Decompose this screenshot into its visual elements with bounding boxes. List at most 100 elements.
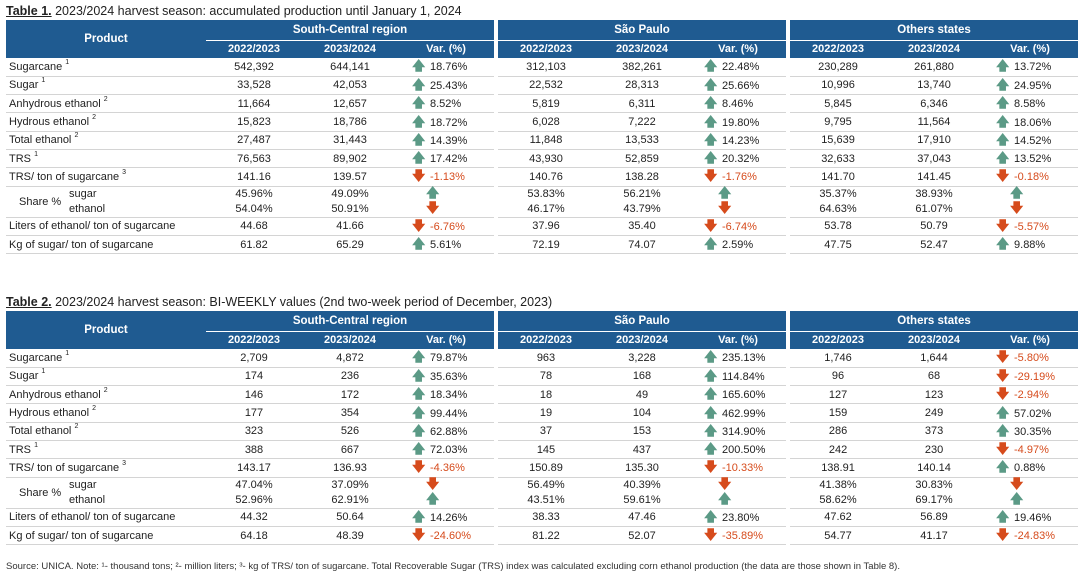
value-cell: 96 <box>790 367 887 387</box>
share-value: 56.49% <box>527 478 565 491</box>
share-items: sugar ethanol <box>69 187 105 217</box>
arrow-up-icon: 🡅 <box>704 76 718 92</box>
variation-cell: 🡇 -29.19% <box>982 367 1079 387</box>
row-label: Sugar 1 <box>6 76 206 96</box>
arrow-up-icon: 🡅 <box>704 236 718 252</box>
variation-cell: 🡅 13.72% <box>982 58 1079 77</box>
table-2-caption: Table 2. 2023/2024 harvest season: BI-WE… <box>6 294 1074 311</box>
value-cell: 135.30 <box>594 458 690 478</box>
footnote-marker: 3 <box>122 168 127 176</box>
value-cell: 52,859 <box>594 149 690 169</box>
subheader: Var. (%) <box>690 331 787 349</box>
variation-value: 14.52% <box>1014 134 1052 147</box>
table-row: Total ethanol 2 27,487 31,443 🡅 14.39% 11,848… <box>6 131 1079 150</box>
row-label-text: TRS <box>9 152 35 165</box>
product-column-header: Product <box>6 311 206 350</box>
column-gap <box>786 458 791 478</box>
variation-value: 14.23% <box>722 134 760 147</box>
table-row: Sugarcane 1 542,392 644,141 🡅 18.76% 312,103 3… <box>6 58 1079 77</box>
arrow-up-icon: 🡅 <box>704 150 718 166</box>
subheader: 2022/2023 <box>790 40 887 58</box>
value-cell: 49 <box>594 385 690 405</box>
variation-cell: 🡅 18.72% <box>398 112 494 132</box>
value-cell: 44.32 <box>206 508 302 527</box>
variation-value: -4.36% <box>430 462 465 475</box>
value-cell: 1,746 <box>790 349 887 368</box>
row-label-text: Anhydrous ethanol <box>9 388 104 401</box>
value-cell: 10,996 <box>790 76 887 96</box>
row-label: TRS/ ton of sugarcane 3 <box>6 458 206 478</box>
variation-value: 114.84% <box>722 370 765 383</box>
variation-cell: 🡅 25.43% <box>398 76 494 96</box>
value-cell: 136.93 <box>302 458 398 478</box>
variation-cell: 🡅 2.59% <box>690 235 787 255</box>
variation-value: 20.32% <box>722 153 760 166</box>
column-gap <box>494 403 498 423</box>
arrow-up-icon: 🡅 <box>426 490 440 506</box>
subheader: 2023/2024 <box>302 40 398 58</box>
value-cell: 437 <box>594 440 690 460</box>
arrow-up-icon: 🡅 <box>704 58 718 74</box>
variation-value: -6.74% <box>722 220 757 233</box>
table-row: Sugar 1 174 236 🡅 35.63% 78 168 🡅 114.84% 96 68 🡇 -2… <box>6 367 1079 387</box>
variation-value: -5.57% <box>1014 220 1049 233</box>
value-cell: 542,392 <box>206 58 302 77</box>
value-cell: 42,053 <box>302 76 398 96</box>
row-label: Liters of ethanol/ ton of sugarcane <box>6 508 206 527</box>
arrow-up-icon: 🡅 <box>704 422 718 438</box>
value-cell: 146 <box>206 385 302 405</box>
variation-cell: 🡅 14.23% <box>690 131 787 150</box>
row-label-text: Liters of ethanol/ ton of sugarcane <box>9 220 176 233</box>
variation-cell: 🡇 -0.18% <box>982 167 1079 187</box>
value-cell: 41.17 <box>886 526 983 546</box>
variation-cell: 🡅 99.44% <box>398 403 494 423</box>
variation-value: 8.46% <box>722 98 754 111</box>
table-row: Liters of ethanol/ ton of sugarcane 44.3… <box>6 508 1079 527</box>
variation-value: 18.76% <box>430 61 468 74</box>
row-label-text: Sugar <box>9 79 42 92</box>
variation-value: 99.44% <box>430 407 468 420</box>
table-row: Total ethanol 2 323 526 🡅 62.88% 37 153 🡅 314.90… <box>6 422 1079 441</box>
column-gap <box>494 186 498 218</box>
variation-value: 5.61% <box>430 239 462 252</box>
variation-cell: 🡅 5.61% <box>398 235 494 255</box>
column-gap <box>786 186 791 218</box>
variation-cell: 🡅 25.66% <box>690 76 787 96</box>
variation-cell: 🡅 17.42% <box>398 149 494 169</box>
row-label-text: TRS/ ton of sugarcane <box>9 170 123 183</box>
value-cell: 373 <box>886 422 983 441</box>
row-label-text: TRS/ ton of sugarcane <box>9 461 123 474</box>
arrow-down-icon: 🡇 <box>426 475 440 491</box>
share-label: Share % <box>19 486 62 499</box>
variation-value: -5.80% <box>1014 352 1049 365</box>
arrow-down-icon: 🡇 <box>996 217 1010 233</box>
variation-cell: 🡇 -4.36% <box>398 458 494 478</box>
variation-value: 57.02% <box>1014 407 1052 420</box>
column-gap <box>786 76 791 95</box>
table-2-label: Table 2. <box>6 295 52 309</box>
value-cell: 9,795 <box>790 112 887 132</box>
subheader: Var. (%) <box>982 40 1079 58</box>
variation-value: 25.66% <box>722 79 760 92</box>
variation-value: -10.33% <box>722 462 763 475</box>
share-value: 53.83% <box>527 187 565 200</box>
table-2: Table 2. 2023/2024 harvest season: BI-WE… <box>6 294 1079 546</box>
column-gap <box>786 20 791 59</box>
arrow-up-icon: 🡅 <box>412 131 426 147</box>
variation-value: 200.50% <box>722 444 766 457</box>
arrow-down-icon: 🡇 <box>412 527 426 543</box>
value-cell: 18 <box>498 385 594 405</box>
value-cell: 6,311 <box>594 94 690 114</box>
group-header: Others states <box>790 311 1079 332</box>
column-gap <box>494 58 498 77</box>
row-label-text: Kg of sugar/ ton of sugarcane <box>9 238 154 251</box>
arrow-down-icon: 🡇 <box>996 441 1010 457</box>
arrow-down-icon: 🡇 <box>718 199 732 215</box>
value-cell: 141.16 <box>206 167 302 187</box>
variation-cell: 🡅 79.87% <box>398 349 494 368</box>
variation-value: -6.76% <box>430 220 465 233</box>
share-value: 45.96% <box>235 187 273 200</box>
variation-value: 62.88% <box>430 425 468 438</box>
subheader: 2022/2023 <box>498 331 594 349</box>
variation-cell: 🡅 9.88% <box>982 235 1079 255</box>
